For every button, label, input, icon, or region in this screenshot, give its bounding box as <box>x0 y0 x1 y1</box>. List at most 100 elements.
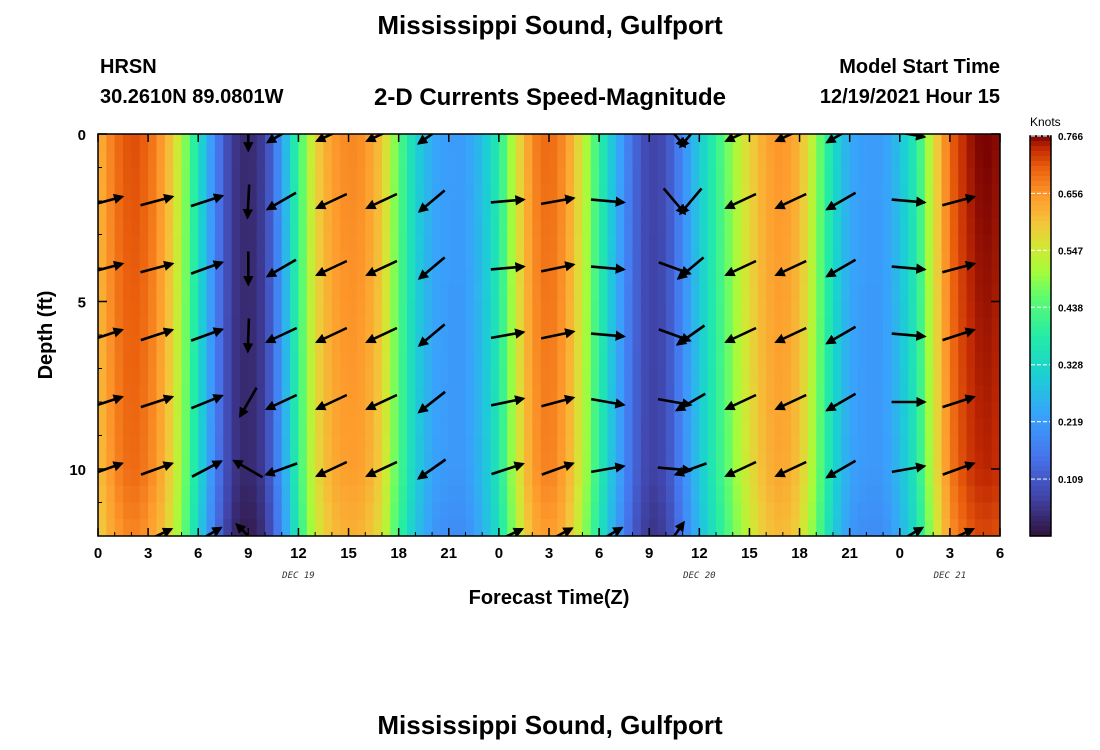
heatmap-cell <box>657 234 667 252</box>
heatmap-cell <box>223 284 233 303</box>
heatmap-cell <box>381 184 391 202</box>
heatmap-cell <box>665 268 675 286</box>
heatmap-cell <box>223 217 233 236</box>
heatmap-cell <box>106 150 116 169</box>
heatmap-cell <box>123 134 133 152</box>
heatmap-cell <box>523 251 533 269</box>
heatmap-cell <box>874 435 884 453</box>
heatmap-cell <box>323 485 333 504</box>
heatmap-cell <box>139 469 149 487</box>
heatmap-cell <box>265 368 274 386</box>
heatmap-cell <box>540 268 550 286</box>
heatmap-cell <box>565 469 575 487</box>
heatmap-cell <box>966 335 976 353</box>
heatmap-cell <box>231 335 241 353</box>
x-tick-label: 3 <box>946 545 954 562</box>
heatmap-cell <box>98 251 107 269</box>
heatmap-cell <box>974 201 984 219</box>
heatmap-cell <box>323 385 333 403</box>
station-coordinates: 30.2610N 89.0801W <box>100 86 284 108</box>
heatmap-cell <box>482 335 492 353</box>
heatmap-cell <box>816 435 826 453</box>
heatmap-cell <box>214 268 224 286</box>
heatmap-cell <box>407 519 416 536</box>
heatmap-cell <box>315 452 325 470</box>
heatmap-cell <box>732 452 742 470</box>
heatmap-cell <box>482 435 492 453</box>
heatmap-cell <box>206 502 216 520</box>
colorbar-segment <box>1030 221 1051 227</box>
heatmap-cell <box>448 385 458 403</box>
heatmap-cell <box>390 234 400 252</box>
heatmap-cell <box>256 217 266 236</box>
heatmap-cell <box>816 335 826 353</box>
heatmap-cell <box>189 368 199 386</box>
heatmap-cell <box>991 368 1000 386</box>
heatmap-cell <box>891 368 901 386</box>
heatmap-cell <box>866 385 876 403</box>
heatmap-cell <box>432 502 442 520</box>
current-arrow <box>264 393 298 411</box>
heatmap-cell <box>782 502 792 520</box>
heatmap-cell <box>181 351 191 370</box>
heatmap-cell <box>139 485 149 504</box>
heatmap-cell <box>649 184 659 202</box>
heatmap-cell <box>390 150 400 169</box>
heatmap-cell <box>832 335 842 353</box>
heatmap-cell <box>381 452 391 470</box>
heatmap-cell <box>557 201 567 219</box>
heatmap-cell <box>908 335 918 353</box>
current-arrow <box>235 522 251 536</box>
heatmap-cell <box>114 402 124 420</box>
heatmap-cell <box>223 335 233 353</box>
heatmap-cell <box>966 418 976 437</box>
heatmap-cell <box>899 351 909 370</box>
heatmap-cell <box>148 251 158 269</box>
heatmap-cell <box>423 150 433 169</box>
heatmap-cell <box>949 519 959 536</box>
heatmap-cell <box>674 469 684 487</box>
heatmap-cell <box>899 519 909 536</box>
heatmap-cell <box>507 502 517 520</box>
heatmap-cell <box>515 452 525 470</box>
heatmap-cell <box>223 385 233 403</box>
heatmap-cell <box>239 318 249 336</box>
heatmap-cell <box>574 452 584 470</box>
heatmap-cell <box>991 201 1000 219</box>
heatmap-cell <box>440 184 450 202</box>
heatmap-cell <box>682 418 692 437</box>
heatmap-cell <box>749 469 759 487</box>
heatmap-cell <box>766 385 776 403</box>
heatmap-cell <box>331 150 341 169</box>
heatmap-cell <box>841 234 851 252</box>
heatmap-cell <box>657 201 667 219</box>
heatmap-cell <box>732 234 742 252</box>
heatmap-cell <box>532 435 542 453</box>
heatmap-cell <box>540 502 550 520</box>
heatmap-cell <box>665 201 675 219</box>
heatmap-cell <box>106 167 116 185</box>
heatmap-cell <box>198 402 208 420</box>
heatmap-cell <box>590 134 600 152</box>
heatmap-cell <box>807 402 817 420</box>
heatmap-cell <box>173 519 183 536</box>
heatmap-cell <box>732 335 742 353</box>
heatmap-cell <box>665 502 675 520</box>
heatmap-cell <box>749 184 759 202</box>
heatmap-cell <box>331 284 341 303</box>
heatmap-cell <box>423 519 433 536</box>
heatmap-cell <box>106 217 116 236</box>
heatmap-cell <box>206 167 216 185</box>
heatmap-cell <box>557 301 567 319</box>
heatmap-cell <box>265 402 274 420</box>
heatmap-cell <box>448 301 458 319</box>
heatmap-cell <box>924 167 934 185</box>
current-arrow <box>490 262 526 273</box>
heatmap-cell <box>958 335 968 353</box>
current-arrow <box>604 526 624 536</box>
heatmap-cell <box>114 268 124 286</box>
heatmap-cell <box>624 301 634 319</box>
x-tick-label: 6 <box>194 545 202 562</box>
current-arrow <box>504 527 525 536</box>
heatmap-cell <box>348 134 358 152</box>
